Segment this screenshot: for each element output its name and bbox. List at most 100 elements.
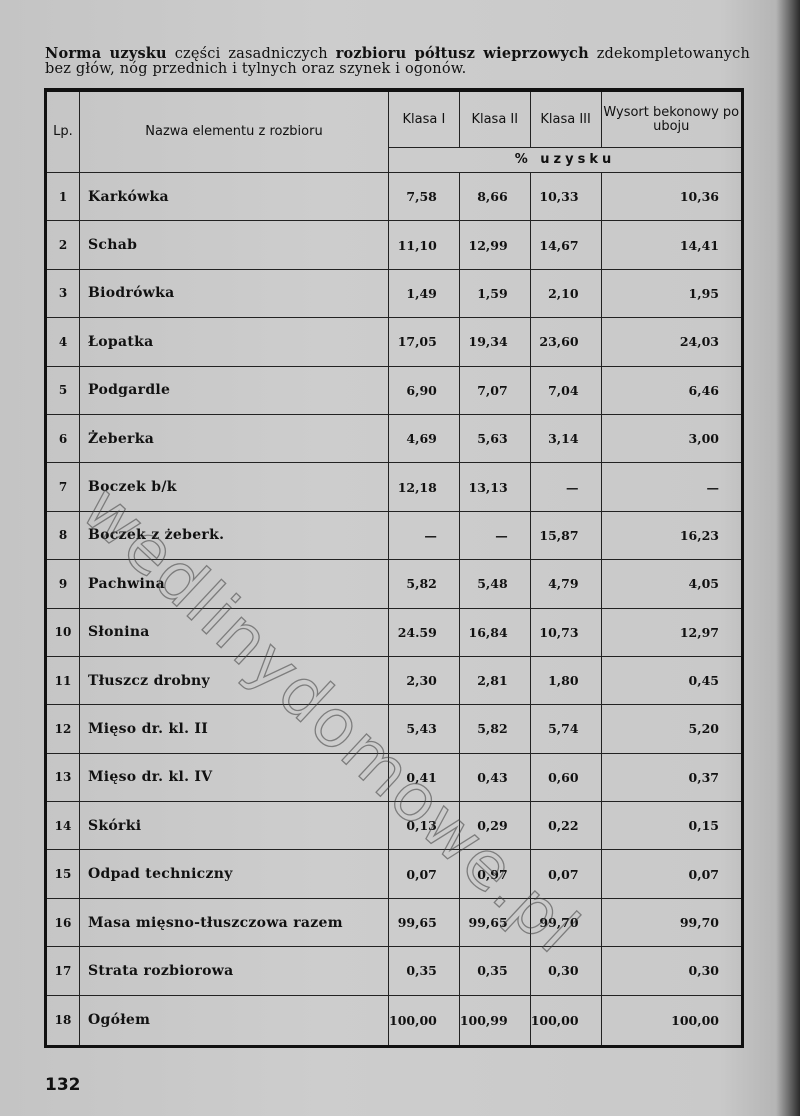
row-number: 3 [45, 268, 80, 319]
value-klasa-2: 5,82 [458, 704, 531, 754]
row-number: 7 [45, 462, 80, 512]
value-klasa-1: 5,43 [388, 704, 460, 754]
value-klasa-2: 19,34 [458, 317, 531, 367]
value-klasa-1: — [388, 510, 460, 561]
value-klasa-3: 15,87 [529, 510, 602, 561]
value-klasa-2: 0,97 [458, 849, 531, 899]
element-name: Pachwina [79, 559, 389, 609]
value-klasa-2: 8,66 [458, 171, 531, 222]
value-klasa-3: — [529, 462, 602, 512]
value-klasa-2: 13,13 [458, 462, 531, 512]
value-wysort: 0,15 [600, 801, 744, 851]
value-klasa-2: 0,29 [458, 801, 531, 851]
value-wysort: 12,97 [600, 607, 744, 657]
table-row: 14 Skórki 0,13 0,29 0,22 0,15 [45, 801, 744, 851]
value-klasa-2: 7,07 [458, 365, 531, 415]
table-row: 15 Odpad techniczny 0,07 0,97 0,07 0,07 [45, 849, 744, 899]
value-wysort: 0,30 [600, 946, 744, 996]
row-number: 13 [45, 752, 80, 803]
table-row: 11 Tłuszcz drobny 2,30 2,81 1,80 0,45 [45, 655, 744, 706]
value-wysort: 3,00 [600, 413, 744, 464]
row-number: 16 [45, 897, 80, 948]
value-klasa-1: 24.59 [388, 607, 460, 657]
row-number: 14 [45, 801, 80, 851]
value-klasa-1: 5,82 [388, 559, 460, 609]
table-row: 8 Boczek z żeberk. — —15,87 16,23 [45, 510, 744, 561]
table-caption: Norma uzysku części zasadniczych rozbior… [45, 46, 750, 77]
table-row: 3 Biodrówka 1,49 1,59 2,10 1,95 [45, 268, 744, 319]
row-number: 1 [45, 171, 80, 222]
value-klasa-3: 1,80 [529, 655, 602, 706]
value-klasa-1: 1,49 [388, 268, 460, 319]
value-wysort: 0,07 [600, 849, 744, 899]
value-wysort: 0,37 [600, 752, 744, 803]
value-klasa-3: 0,07 [529, 849, 602, 899]
value-klasa-1: 100,00 [388, 994, 460, 1048]
table-row: 16 Masa mięsno-tłuszczowa razem 99,65 99,65… [45, 897, 744, 948]
row-number: 4 [45, 317, 80, 367]
table-row: 18 Ogółem 100,00 100,99 100,00 100,00 [45, 994, 744, 1048]
value-klasa-2: 12,99 [458, 220, 531, 270]
value-wysort: 6,46 [600, 365, 744, 415]
value-klasa-1: 0,13 [388, 801, 460, 851]
element-name: Ogółem [79, 994, 389, 1048]
header-name: Nazwa elementu z rozbioru [79, 89, 389, 173]
element-name: Masa mięsno-tłuszczowa razem [79, 897, 389, 948]
header-lp: Lp. [45, 89, 80, 173]
value-klasa-2: 5,63 [458, 413, 531, 464]
header-wysort: Wysort bekonowy po uboju [600, 89, 744, 148]
caption-bold-1: Norma uzysku [45, 45, 167, 62]
value-wysort: 5,20 [600, 704, 744, 754]
row-number: 17 [45, 946, 80, 996]
element-name: Podgardle [79, 365, 389, 415]
element-name: Odpad techniczny [79, 849, 389, 899]
value-wysort: 1,95 [600, 268, 744, 319]
value-klasa-3: 5,74 [529, 704, 602, 754]
value-klasa-2: 2,81 [458, 655, 531, 706]
value-klasa-3: 7,04 [529, 365, 602, 415]
element-name: Słonina [79, 607, 389, 657]
value-klasa-1: 12,18 [388, 462, 460, 512]
header-klasa-3: Klasa III [529, 89, 602, 148]
value-wysort: 0,45 [600, 655, 744, 706]
value-klasa-1: 0,07 [388, 849, 460, 899]
value-klasa-3: 4,79 [529, 559, 602, 609]
value-klasa-3: 0,30 [529, 946, 602, 996]
element-name: Boczek b/k [79, 462, 389, 512]
value-klasa-1: 2,30 [388, 655, 460, 706]
value-wysort: 4,05 [600, 559, 744, 609]
element-name: Strata rozbiorowa [79, 946, 389, 996]
value-klasa-1: 11,10 [388, 220, 460, 270]
table-row: 13 Mięso dr. kl. IV 0,41 0,43 0,60 0,37 [45, 752, 744, 803]
table-row: 1 Karkówka 7,58 8,66 10,33 10,36 [45, 171, 744, 222]
element-name: Schab [79, 220, 389, 270]
value-klasa-3: 23,60 [529, 317, 602, 367]
table-row: 10 Słonina 24.59 16,84 10,73 12,97 [45, 607, 744, 657]
row-number: 5 [45, 365, 80, 415]
header-unit: % uzysku [388, 147, 743, 173]
row-number: 15 [45, 849, 80, 899]
yield-table: Lp. Nazwa elementu z rozbioru Klasa I Kl… [44, 88, 744, 1048]
value-klasa-1: 0,35 [388, 946, 460, 996]
value-klasa-1: 0,41 [388, 752, 460, 803]
element-name: Biodrówka [79, 268, 389, 319]
value-klasa-1: 6,90 [388, 365, 460, 415]
value-klasa-2: 99,65 [458, 897, 531, 948]
row-number: 11 [45, 655, 80, 706]
table-row: 17 Strata rozbiorowa 0,35 0,35 0,30 0,30 [45, 946, 744, 996]
table-row: 4 Łopatka 17,05 19,34 23,60 24,03 [45, 317, 744, 367]
value-klasa-2: 1,59 [458, 268, 531, 319]
value-klasa-3: 100,00 [529, 994, 602, 1048]
page-number: 132 [45, 1075, 81, 1095]
value-wysort: — [600, 462, 744, 512]
caption-bold-2: rozbioru półtusz wieprzowych [335, 45, 589, 62]
header-klasa-2: Klasa II [458, 89, 531, 148]
row-number: 12 [45, 704, 80, 754]
value-wysort: 99,70 [600, 897, 744, 948]
value-klasa-3: 3,14 [529, 413, 602, 464]
table-row: 2 Schab 11,10 12,99 14,67 14,41 [45, 220, 744, 270]
value-klasa-2: 0,35 [458, 946, 531, 996]
table-row: 5 Podgardle 6,90 7,07 7,04 6,46 [45, 365, 744, 415]
value-wysort: 100,00 [600, 994, 744, 1048]
header-klasa-1: Klasa I [388, 89, 460, 148]
